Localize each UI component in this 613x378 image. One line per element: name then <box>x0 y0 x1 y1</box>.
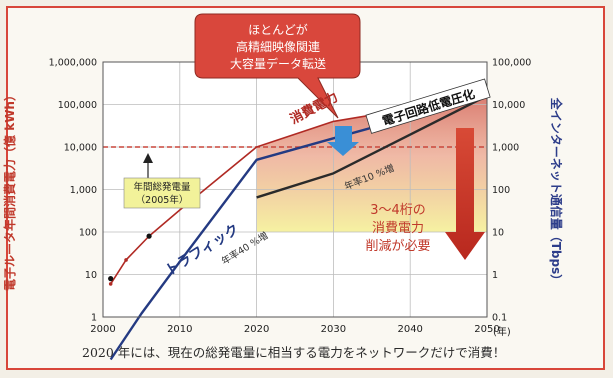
y-right-tick-label: 0.1 <box>492 313 507 324</box>
tick-labels: 2000 2010 2020 2030 2040 2050 1 10 100 1,000 10,00… <box>49 58 532 336</box>
series-line-2 <box>256 94 488 199</box>
y-right-tick-label: 100,000 <box>492 58 531 69</box>
y-left-tick-label: 100 <box>79 228 97 239</box>
annual-gen-line-2: （2005年） <box>136 194 189 206</box>
x-tick-label: 2030 <box>321 324 346 335</box>
series-lines <box>108 94 488 361</box>
x-tick-label: 2010 <box>167 324 192 335</box>
y-left-label: 電子ルータ年間消費電力（億 kWh） <box>2 89 17 291</box>
up-arrow-icon <box>143 153 153 163</box>
y-right-tick-label: 10 <box>492 228 504 239</box>
series-point <box>124 258 128 262</box>
x-tick-label: 2020 <box>244 324 269 335</box>
series-line-1 <box>109 94 488 361</box>
y-left-tick-label: 1,000 <box>70 185 97 196</box>
y-right-tick-label: 10,000 <box>492 100 525 111</box>
annual-generation-note: 年間総発電量 （2005年） <box>123 153 201 209</box>
x-tick-label: 2000 <box>90 324 115 335</box>
data-dot <box>146 233 152 239</box>
y-right-tick-label: 1,000 <box>492 143 519 154</box>
callout-line-2: 高精細映像関連 <box>236 39 320 54</box>
blue-arrow-icon <box>327 126 359 156</box>
callout-bubble: ほとんどが 高精細映像関連 大容量データ転送 <box>194 13 361 119</box>
reduction-line-2: 消費電力 <box>372 221 424 236</box>
y-left-tick-label: 1 <box>91 313 97 324</box>
caption: 2020 年には、現在の総発電量に相当する電力をネットワークだけで消費！ <box>82 345 506 360</box>
x-unit-label: (年) <box>493 325 511 338</box>
reduction-line-1: 3～4桁の <box>370 203 426 218</box>
callout-line-1: ほとんどが <box>248 22 308 37</box>
y-right-tick-label: 1 <box>492 270 498 281</box>
y-right-label: 全インターネット通信量（Tbps） <box>549 97 564 287</box>
y-left-tick-label: 10 <box>85 270 97 281</box>
reduction-line-3: 削減が必要 <box>365 238 430 254</box>
y-right-tick-label: 100 <box>492 185 510 196</box>
y-left-tick-label: 1,000,000 <box>49 58 97 69</box>
x-tick-label: 2050 <box>474 324 499 335</box>
callout-line-3: 大容量データ転送 <box>230 56 326 71</box>
data-dot <box>108 276 114 282</box>
red-down-arrow-icon <box>445 128 485 260</box>
annual-gen-line-1: 年間総発電量 <box>133 181 191 193</box>
y-left-tick-label: 10,000 <box>64 143 97 154</box>
y-left-tick-label: 100,000 <box>58 100 97 111</box>
series-point <box>108 282 113 286</box>
x-tick-label: 2040 <box>397 324 422 335</box>
reduction-note: 3～4桁の 消費電力 削減が必要 <box>365 203 430 254</box>
